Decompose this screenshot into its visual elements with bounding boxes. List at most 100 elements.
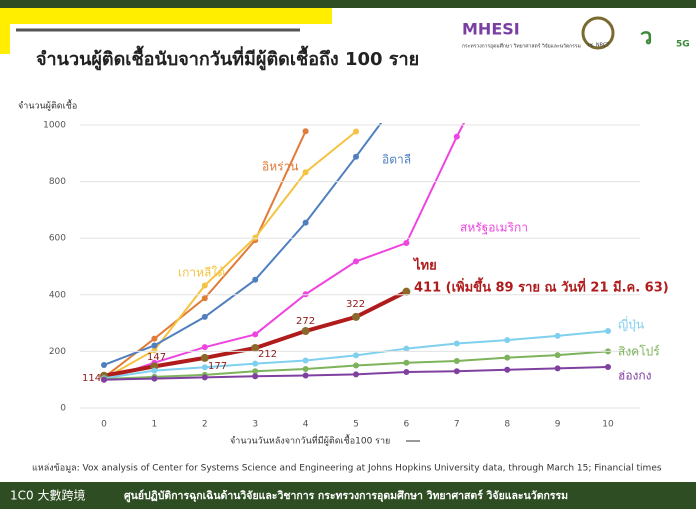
data-point (151, 342, 158, 349)
data-point (504, 337, 511, 344)
data-point (353, 258, 359, 265)
x-tick-label: 7 (454, 420, 460, 430)
x-tick-label: 0 (101, 420, 107, 430)
data-point (353, 371, 359, 378)
footer-text: ศูนย์ปฏิบัติการฉุกเฉินด้านวิจัยและวิชากา… (124, 489, 568, 503)
data-point (554, 352, 561, 359)
top-accent (0, 24, 10, 54)
legend-label: สหรัฐอเมริกา (460, 221, 528, 235)
annotation: 411 (เพิ่มขึ้น 89 ราย ณ วันที่ 21 มี.ค. … (414, 277, 669, 296)
data-point (201, 374, 208, 381)
data-point (352, 312, 360, 321)
data-point (453, 358, 460, 365)
data-label: 212 (258, 349, 277, 360)
data-point (201, 364, 208, 371)
data-point (302, 169, 309, 176)
x-tick-label: 10 (602, 420, 614, 430)
legend-label: อิตาลี (382, 153, 411, 167)
y-tick-label: 800 (49, 177, 66, 187)
y-tick-label: 1000 (43, 121, 66, 131)
legend-label: ไทย (412, 257, 437, 274)
legend-label: ญี่ปุ่น (618, 316, 644, 333)
source: แหล่งข้อมูล: Vox analysis of Center for … (32, 463, 662, 474)
logo: MHESI (462, 20, 520, 39)
data-point (353, 352, 359, 359)
data-point (403, 345, 410, 352)
data-point (302, 357, 309, 364)
x-tick-label: 2 (202, 420, 208, 430)
x-tick-label: 8 (504, 420, 510, 430)
logo-caption: กระทรวงการอุดมศึกษา วิทยาศาสตร์ วิจัยและ… (462, 43, 581, 50)
data-point (151, 375, 158, 382)
data-point (403, 240, 410, 247)
legend-label: ฮ่องกง (618, 369, 652, 383)
plot-area (100, 86, 611, 383)
data-label: 114 (82, 373, 101, 384)
y-axis-label: จำนวนผู้ติดเชื้อ (18, 99, 77, 112)
logo-caption: วช. NRCT (587, 43, 611, 49)
data-label: 147 (147, 352, 166, 363)
logo: ว (640, 25, 652, 50)
top-accent (0, 8, 332, 24)
y-tick-label: 600 (49, 234, 66, 244)
data-point (302, 291, 309, 298)
y-tick-label: 0 (60, 404, 66, 414)
chart-title: จำนวนผู้ติดเชื้อนับจากวันที่มีผู้ติดเชื้… (36, 45, 419, 71)
data-point (252, 373, 259, 380)
data-point (200, 353, 209, 362)
data-point (403, 369, 410, 376)
data-point (353, 128, 359, 135)
data-point (101, 376, 107, 383)
footer-brand: 1C0 大數跨境 (10, 488, 85, 503)
data-point (353, 362, 359, 369)
x-tick-label: 5 (353, 420, 359, 430)
x-tick-label: 3 (252, 420, 258, 430)
logo: 5G (676, 40, 690, 50)
data-point (554, 365, 561, 372)
y-tick-label: 400 (49, 290, 66, 300)
top-bar (0, 0, 696, 8)
footer-bar (0, 482, 696, 509)
data-point (252, 368, 259, 375)
y-tick-label: 200 (49, 347, 66, 357)
data-point (504, 354, 511, 361)
x-tick-label: 4 (303, 420, 309, 430)
data-point (201, 313, 208, 320)
data-point (251, 344, 260, 353)
series-line (103, 130, 357, 380)
data-point (504, 366, 511, 373)
data-point (151, 335, 158, 342)
data-point (201, 344, 208, 351)
data-point (302, 128, 309, 135)
x-tick-label: 9 (555, 420, 561, 430)
data-point (402, 287, 411, 296)
x-axis-label: จำนวนวันหลังจากวันที่มีผู้ติดเชื้อ100 รา… (230, 434, 390, 447)
data-point (201, 295, 208, 302)
data-point (151, 367, 158, 374)
legend-label: อิหร่าน (262, 160, 299, 174)
data-point (301, 327, 310, 336)
data-point (302, 372, 309, 379)
data-point (201, 282, 208, 289)
data-point (252, 234, 259, 241)
data-point (403, 86, 409, 92)
data-point (101, 361, 107, 368)
logo-seal (581, 16, 615, 50)
data-point (403, 359, 410, 366)
data-point (353, 153, 359, 160)
data-point (150, 362, 159, 371)
data-point (453, 133, 460, 140)
legend-label: เกาหลีใต้ (178, 266, 225, 280)
data-point (453, 368, 460, 375)
x-tick-label: 6 (404, 420, 410, 430)
data-point (554, 332, 561, 339)
legend-label: สิงคโปร์ (618, 345, 660, 359)
data-label: 272 (296, 316, 315, 327)
data-point (252, 331, 259, 338)
data-label: 322 (346, 299, 365, 310)
x-tick-label: 1 (152, 420, 158, 430)
data-label: 177 (208, 361, 227, 372)
data-point (302, 219, 309, 226)
data-point (605, 328, 611, 335)
data-point (252, 360, 259, 367)
